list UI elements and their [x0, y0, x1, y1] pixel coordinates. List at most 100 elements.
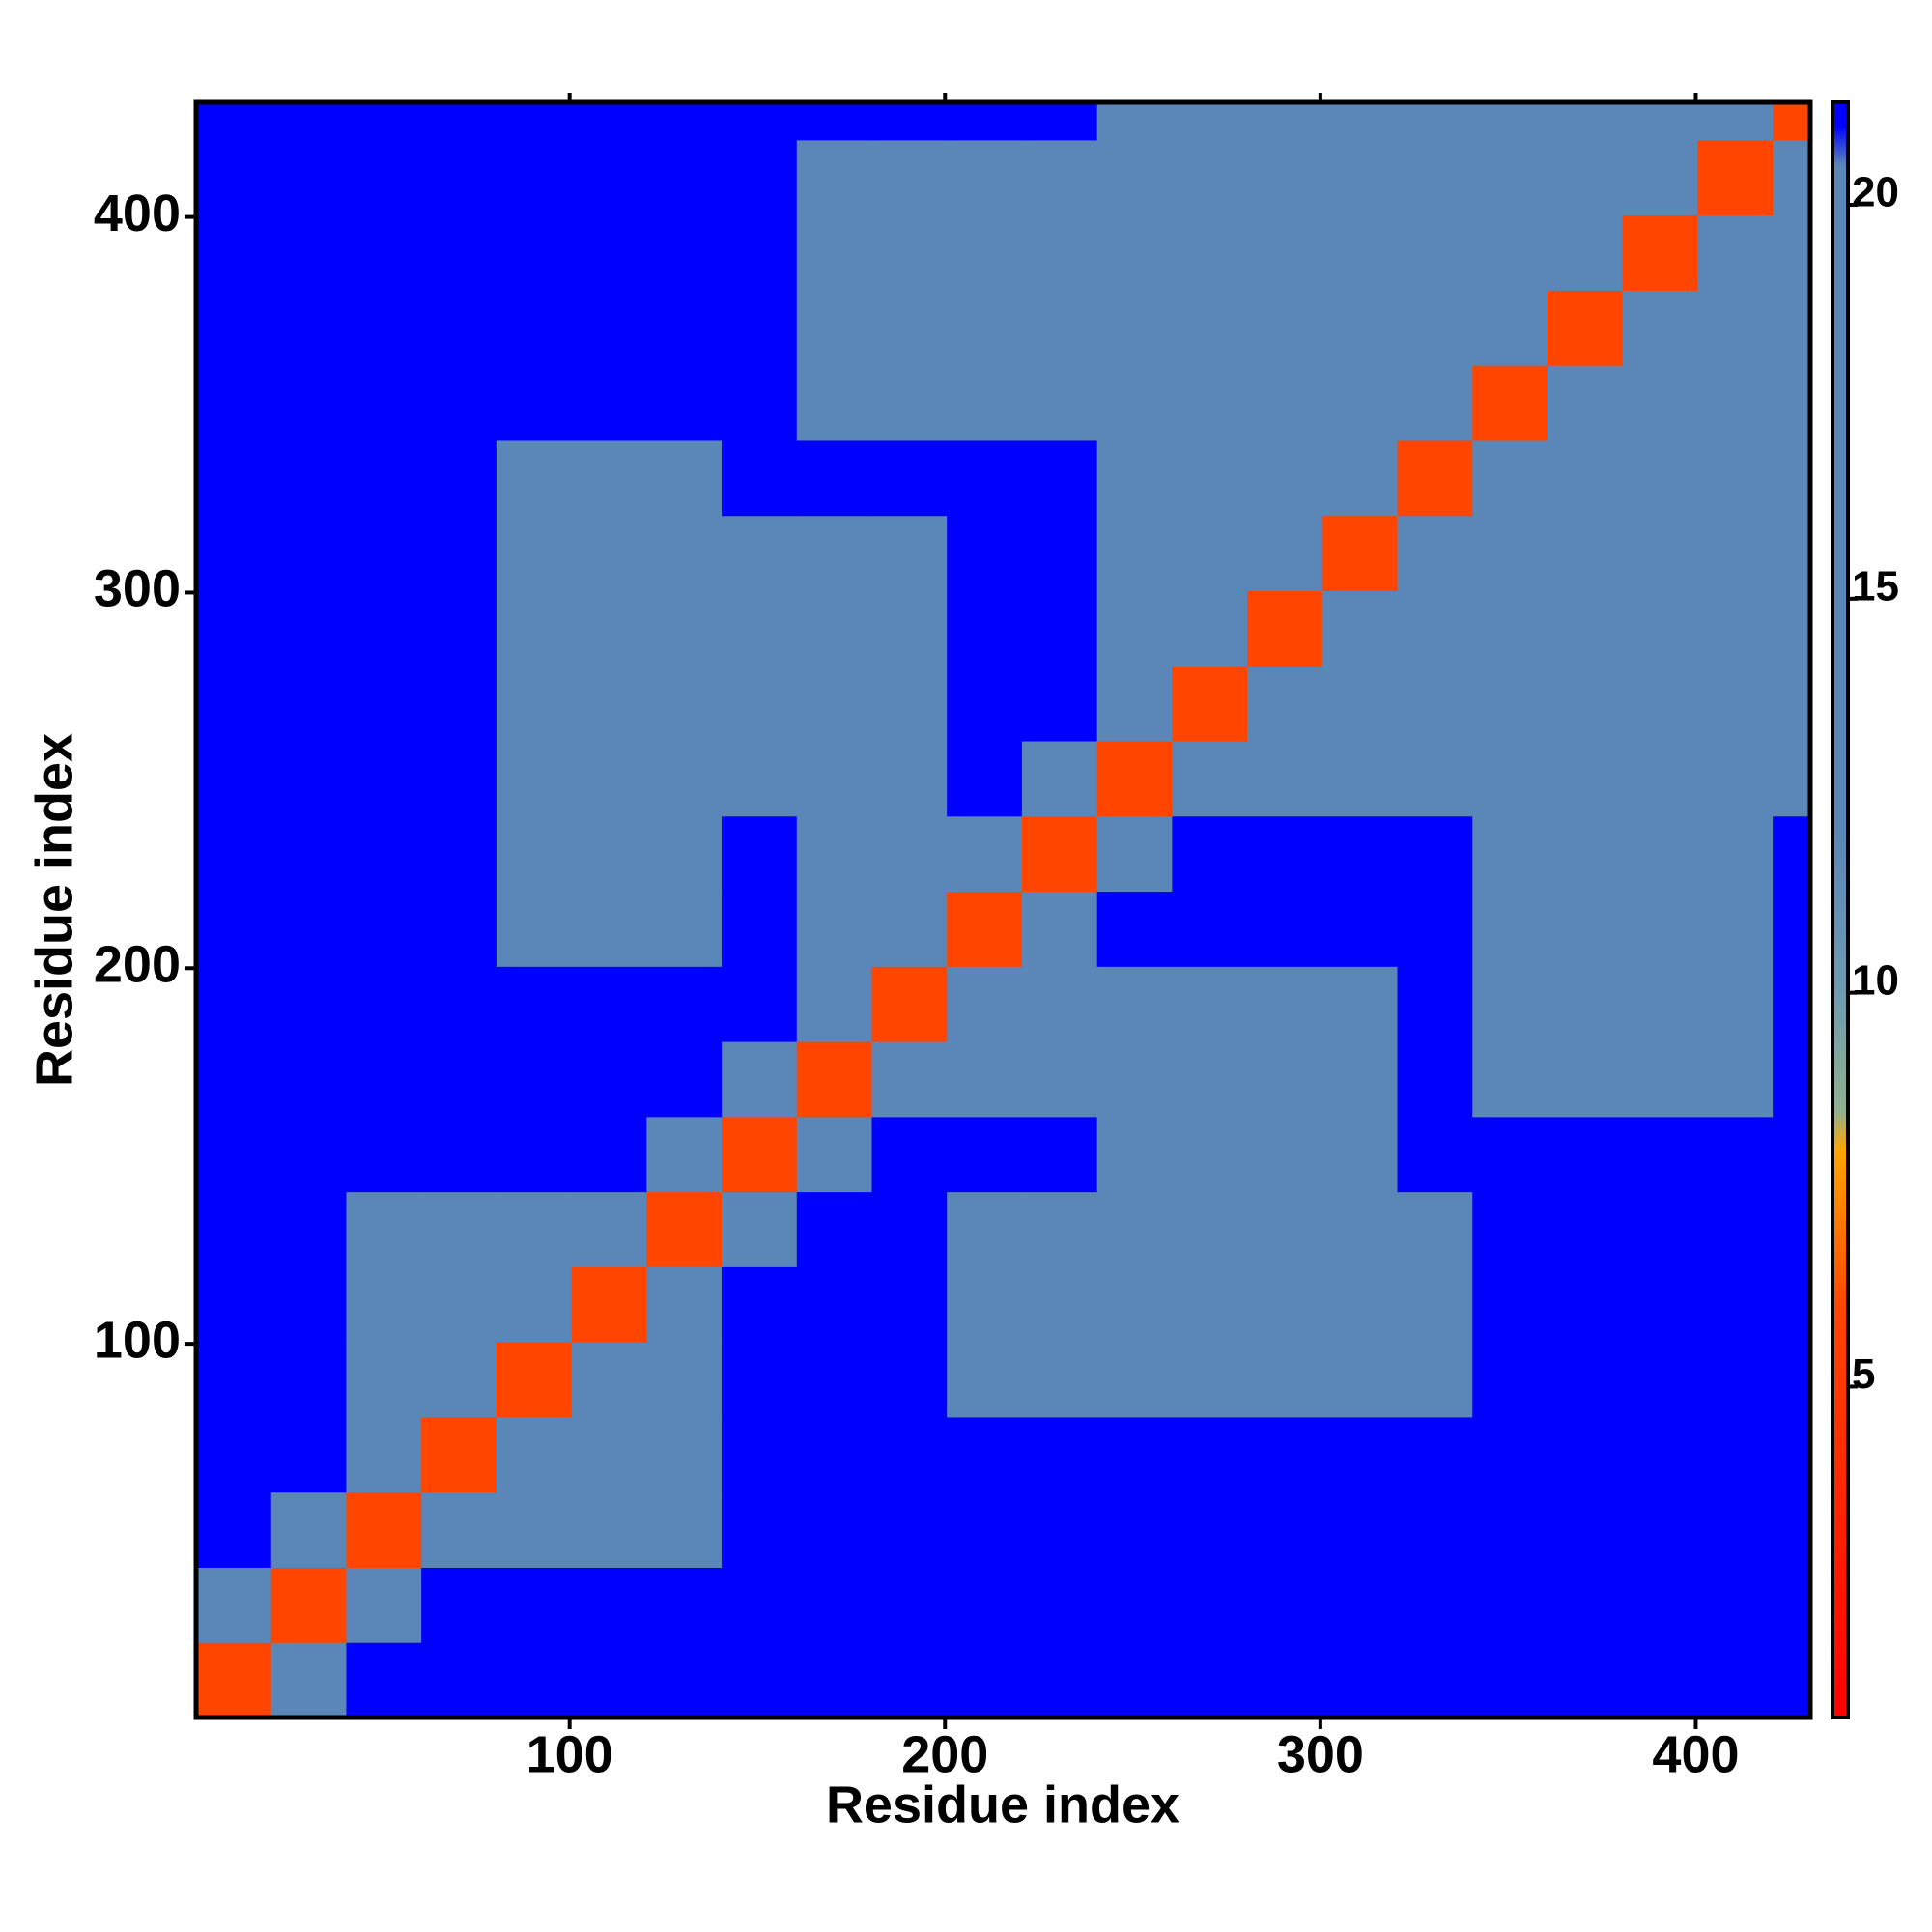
heatmap-cell: [871, 1266, 948, 1343]
heatmap-cell: [496, 1416, 573, 1493]
heatmap-cell: [1547, 1492, 1624, 1568]
heatmap-cell: [646, 1116, 723, 1193]
heatmap-cell: [1622, 891, 1698, 967]
heatmap-cell: [270, 1342, 347, 1418]
heatmap-cell: [1096, 290, 1173, 366]
heatmap-cell: [871, 1642, 948, 1719]
heatmap-cell: [1472, 214, 1548, 291]
heatmap-cell: [871, 1342, 948, 1418]
heatmap-cell: [421, 290, 497, 366]
heatmap-cell: [722, 1116, 798, 1193]
heatmap-cell: [1697, 1342, 1774, 1418]
heatmap-cell: [947, 214, 1023, 291]
heatmap-cell: [196, 1342, 272, 1418]
heatmap-cell: [871, 741, 948, 817]
heatmap-cell: [346, 1567, 422, 1643]
heatmap-cell: [871, 590, 948, 667]
heatmap-cell: [947, 139, 1023, 216]
heatmap-cell: [871, 515, 948, 591]
heatmap-cell: [1547, 1266, 1624, 1343]
heatmap-cell: [947, 815, 1023, 893]
heatmap-cell: [1172, 1492, 1248, 1568]
heatmap-cell: [496, 290, 573, 366]
heatmap-cell: [947, 1041, 1023, 1118]
heatmap-cell: [1397, 1416, 1473, 1493]
heatmap-cell: [1247, 891, 1323, 967]
heatmap-cell: [1547, 891, 1624, 967]
heatmap-cell: [1021, 102, 1098, 141]
heatmap-cell: [1697, 1416, 1774, 1493]
heatmap-cell: [871, 365, 948, 441]
heatmap-cell: [1773, 290, 1811, 366]
heatmap-cell: [796, 365, 872, 441]
heatmap-cell: [1547, 1642, 1624, 1719]
heatmap-cell: [1321, 1642, 1399, 1719]
heatmap-cell: [196, 365, 272, 441]
heatmap-cell: [1321, 1116, 1399, 1193]
heatmap-cell: [1773, 102, 1811, 141]
heatmap-cell: [1472, 1041, 1548, 1118]
heatmap-cell: [421, 966, 497, 1042]
heatmap-cell: [1021, 290, 1098, 366]
heatmap-cell: [571, 966, 647, 1042]
heatmap-cell: [346, 1642, 422, 1719]
heatmap-cell: [1321, 966, 1399, 1042]
heatmap-cell: [1397, 1342, 1473, 1418]
heatmap-cell: [646, 666, 723, 742]
heatmap-cell: [346, 815, 422, 893]
heatmap-cell: [722, 1492, 798, 1568]
heatmap-cell: [346, 214, 422, 291]
heatmap-cell: [270, 1642, 347, 1719]
heatmap-cell: [1622, 440, 1698, 517]
heatmap-cell: [1096, 666, 1173, 742]
heatmap-cell: [722, 515, 798, 591]
heatmap-cell: [496, 440, 573, 517]
heatmap-cell: [196, 1642, 272, 1719]
heatmap-cell: [646, 365, 723, 441]
heatmap-cell: [1773, 1567, 1811, 1643]
plot-frame: [193, 99, 1813, 1720]
heatmap-cell: [1021, 1116, 1098, 1193]
heatmap-cell: [1096, 1567, 1173, 1643]
heatmap-cell: [1096, 214, 1173, 291]
heatmap-cell: [571, 1416, 647, 1493]
heatmap-cell: [1622, 590, 1698, 667]
heatmap-cell: [722, 1342, 798, 1418]
heatmap-cell: [722, 590, 798, 667]
heatmap-cell: [421, 365, 497, 441]
heatmap-cell: [1397, 741, 1473, 817]
heatmap-cell: [1547, 102, 1624, 141]
heatmap-cell: [270, 1266, 347, 1343]
heatmap-cell: [1622, 102, 1698, 141]
heatmap-cell: [1247, 290, 1323, 366]
heatmap-cell: [1472, 1492, 1548, 1568]
heatmap-cell: [1773, 214, 1811, 291]
heatmap-cell: [270, 741, 347, 817]
heatmap-cell: [1321, 440, 1399, 517]
heatmap-cell: [1172, 365, 1248, 441]
heatmap-cell: [196, 102, 272, 141]
heatmap-cell: [1172, 1567, 1248, 1643]
heatmap-cell: [1321, 214, 1399, 291]
heatmap-cell: [1247, 1266, 1323, 1343]
heatmap-cell: [571, 290, 647, 366]
heatmap-cell: [270, 666, 347, 742]
heatmap-cell: [871, 1492, 948, 1568]
heatmap-cell: [1172, 290, 1248, 366]
heatmap-cell: [1247, 214, 1323, 291]
heatmap-cell: [871, 1041, 948, 1118]
heatmap-cell: [871, 1116, 948, 1193]
heatmap-cell: [1773, 590, 1811, 667]
heatmap-cell: [1547, 590, 1624, 667]
x-tick-label: 200: [901, 1725, 988, 1783]
heatmap-cell: [1096, 1116, 1173, 1193]
heatmap-cell: [796, 139, 872, 216]
heatmap-cell: [1247, 1116, 1323, 1193]
heatmap-cell: [796, 590, 872, 667]
heatmap-cell: [421, 440, 497, 517]
heatmap-cell: [1472, 1116, 1548, 1193]
heatmap-cell: [722, 365, 798, 441]
heatmap-cell: [947, 102, 1023, 141]
heatmap-cell: [1472, 1342, 1548, 1418]
heatmap-cell: [196, 1567, 272, 1643]
